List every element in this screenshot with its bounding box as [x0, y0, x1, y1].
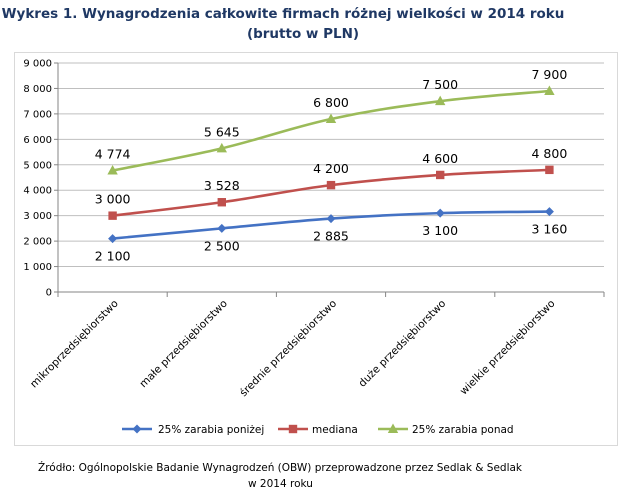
data-label: 3 528	[204, 178, 240, 193]
data-point-marker	[544, 207, 554, 217]
data-point-marker	[216, 142, 227, 153]
data-point-marker	[107, 165, 118, 175]
data-point-marker	[217, 198, 226, 207]
y-tick-label: 3 000	[23, 211, 52, 222]
x-category-label: małe przedsiębiorstwo	[137, 298, 230, 391]
data-point-marker	[436, 170, 445, 180]
data-label: 2 500	[204, 238, 240, 253]
data-label: 7 900	[532, 67, 568, 82]
y-tick-label: 4 000	[23, 186, 52, 197]
data-label: 4 800	[532, 146, 568, 161]
data-label: 3 160	[532, 222, 568, 237]
data-point-marker	[435, 95, 446, 106]
y-tick-label: 7 000	[23, 109, 52, 120]
data-point-marker	[545, 165, 554, 175]
series-line	[112, 168, 550, 217]
data-label: 6 800	[313, 95, 349, 110]
legend-marker	[387, 423, 399, 433]
chart-area	[14, 52, 618, 446]
data-label: 4 200	[313, 161, 349, 176]
data-label: 3 100	[422, 223, 458, 238]
data-point-marker	[326, 214, 336, 224]
legend-label: mediana	[312, 424, 358, 436]
legend-label: 25% zarabia ponad	[412, 424, 514, 436]
data-label: 3 000	[95, 192, 131, 207]
legend-label: 25% zarabia poniżej	[158, 424, 264, 436]
chart-title: Wykres 1. Wynagrodzenia całkowite firmac…	[1, 6, 565, 22]
x-category-label: wielkie przedsiębiorstwo	[458, 298, 558, 398]
y-tick-label: 6 000	[23, 135, 52, 146]
data-label: 5 645	[204, 124, 240, 139]
x-category-label: mikroprzedsiębiorstwo	[28, 298, 121, 391]
data-point-marker	[108, 211, 117, 220]
chart-subtitle: (brutto w PLN)	[246, 26, 360, 42]
data-label: 7 500	[422, 77, 458, 92]
data-label: 2 100	[95, 249, 131, 264]
y-tick-label: 9 000	[23, 59, 52, 70]
data-point-marker	[326, 180, 336, 190]
data-label: 4 600	[422, 151, 458, 166]
y-tick-label: 8 000	[23, 84, 52, 95]
data-point-marker	[544, 85, 555, 95]
data-point-marker	[217, 223, 227, 233]
y-tick-label: 5 000	[23, 160, 52, 171]
source-note-year: w 2014 roku	[248, 478, 313, 490]
data-point-marker	[108, 234, 118, 244]
data-point-marker	[325, 113, 337, 123]
y-tick-label: 0	[46, 288, 52, 299]
source-note: Źródło: Ogólnopolskie Badanie Wynagrodze…	[38, 462, 523, 474]
data-point-marker	[435, 208, 445, 218]
y-tick-label: 2 000	[23, 237, 52, 248]
legend-marker	[288, 424, 298, 434]
legend-marker	[132, 424, 142, 434]
x-category-label: średnie przedsiębiorstwo	[238, 298, 339, 399]
data-label: 2 885	[313, 229, 349, 244]
y-tick-label: 1 000	[23, 262, 52, 273]
x-category-label: duże przedsiębiorstwo	[356, 298, 448, 390]
data-label: 4 774	[95, 147, 131, 162]
